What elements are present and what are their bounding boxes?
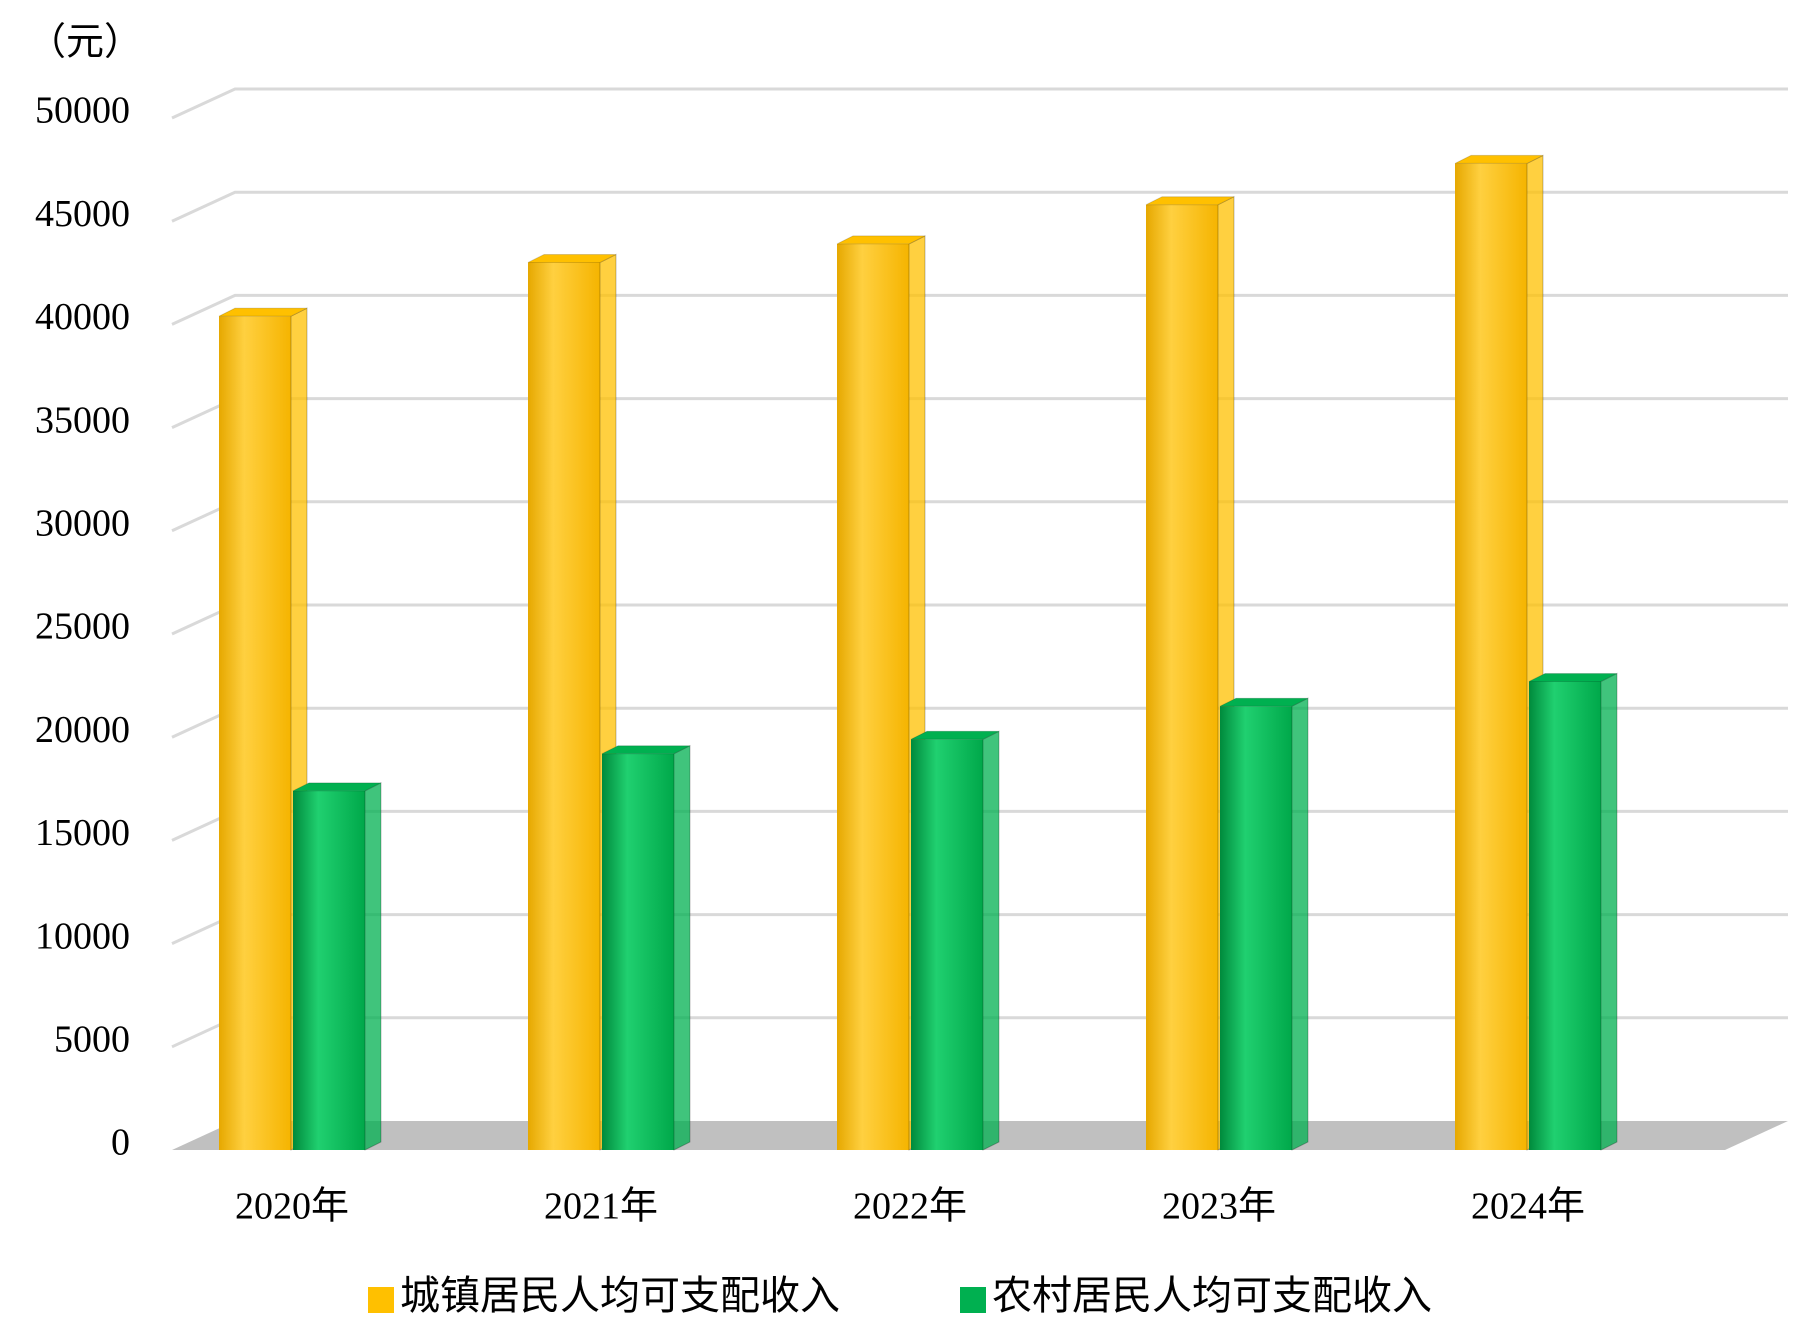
bar-side (1600, 672, 1618, 1151)
y-tick-label: 40000 (35, 296, 130, 338)
y-axis-label: （元） (28, 22, 142, 64)
bar-front (1529, 681, 1601, 1150)
grid-line (171, 500, 1788, 533)
y-tick-label: 25000 (35, 606, 130, 648)
x-tick-label: 2022年 (853, 1186, 967, 1228)
grid-line (171, 190, 1788, 223)
bar-front (528, 262, 600, 1151)
bar (1219, 697, 1309, 1151)
bar-top (836, 235, 926, 245)
x-tick-label: 2021年 (544, 1186, 658, 1228)
bar-front (837, 243, 909, 1151)
grid-line (171, 293, 1788, 326)
legend-swatch (960, 1287, 986, 1313)
y-tick-label: 0 (111, 1122, 130, 1164)
y-tick-label: 45000 (35, 193, 130, 235)
bar-top (1528, 672, 1618, 682)
y-tick-label: 15000 (35, 812, 130, 854)
bar-front (219, 316, 291, 1150)
grid-line (171, 397, 1788, 429)
bar-front (1146, 204, 1218, 1151)
bar-top (527, 253, 617, 263)
bar-front (602, 753, 674, 1150)
bar-top (1145, 196, 1235, 206)
y-tick-label: 30000 (35, 503, 130, 545)
x-tick-label: 2020年 (235, 1186, 349, 1228)
grid-line (171, 87, 1788, 120)
bar (601, 744, 691, 1151)
bar-side (673, 744, 691, 1151)
bar-side (364, 782, 382, 1151)
y-tick-label: 35000 (35, 399, 130, 441)
bar-top (910, 730, 1000, 740)
bar-front (293, 790, 365, 1150)
y-tick-label: 50000 (35, 90, 130, 132)
bar (1454, 154, 1544, 1151)
bar-front (911, 739, 983, 1150)
bar-top (1454, 154, 1544, 164)
bar (910, 730, 1000, 1151)
y-tick-label: 10000 (35, 915, 130, 957)
grid-line (171, 603, 1788, 636)
legend-label: 农村居民人均可支配收入 (992, 1273, 1432, 1318)
legend-swatch (368, 1287, 394, 1313)
x-tick-label: 2023年 (1162, 1186, 1276, 1228)
bar-top (1219, 697, 1309, 707)
y-tick-label: 5000 (54, 1019, 130, 1061)
y-tick-label: 20000 (35, 709, 130, 751)
bar-top (601, 745, 691, 755)
legend-label: 城镇居民人均可支配收入 (400, 1273, 840, 1318)
bar-front (1455, 163, 1527, 1150)
bar-top (292, 782, 382, 792)
bar (1528, 672, 1618, 1151)
bar (292, 782, 382, 1151)
bar-side (1291, 697, 1309, 1151)
bar-side (982, 730, 1000, 1151)
bar-top (218, 307, 308, 317)
x-tick-label: 2024年 (1471, 1186, 1585, 1228)
bar-front (1220, 706, 1292, 1150)
